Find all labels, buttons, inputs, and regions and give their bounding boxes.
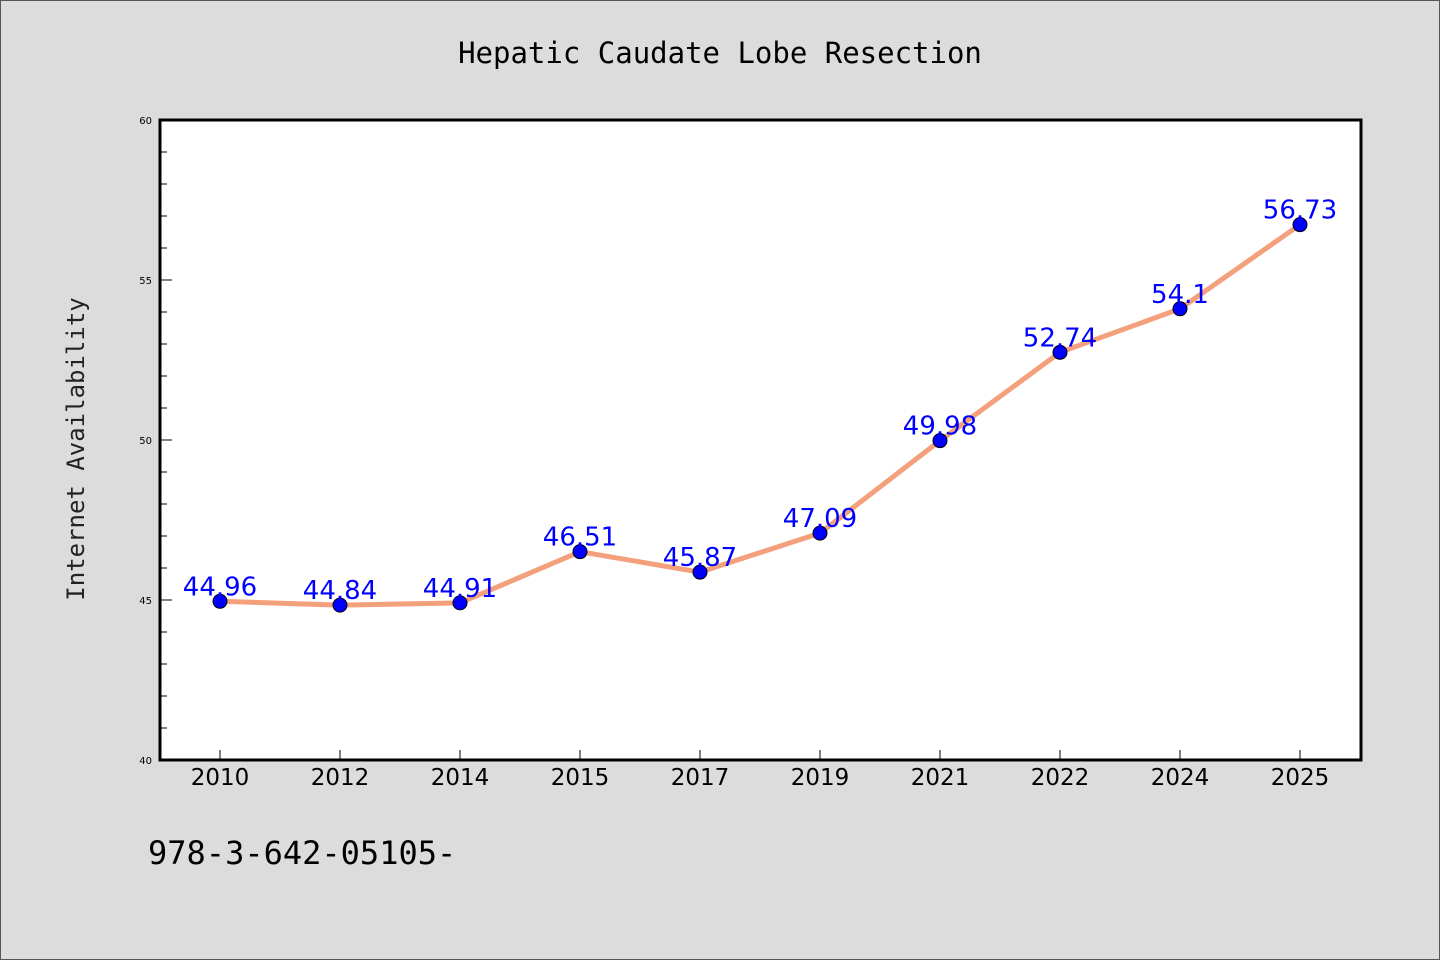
data-point xyxy=(452,595,468,611)
data-label: 46.51 xyxy=(543,523,617,553)
data-point xyxy=(1292,217,1308,233)
data-label: 45.87 xyxy=(663,543,737,573)
data-point xyxy=(812,525,828,541)
x-tick-label: 2021 xyxy=(911,765,970,791)
data-point xyxy=(212,593,228,609)
data-label: 52.74 xyxy=(1023,323,1097,353)
x-tick-label: 2015 xyxy=(551,765,610,791)
data-markers xyxy=(212,217,1308,613)
data-point xyxy=(692,564,708,580)
x-axis: 2010 2012 2014 2015 2017 2019 2021 2022 2024 2025 xyxy=(191,750,1330,791)
plot-area xyxy=(160,120,1361,760)
y-tick-label: 60 xyxy=(139,116,152,127)
data-label: 44.84 xyxy=(303,576,377,606)
data-point xyxy=(932,433,948,449)
data-point xyxy=(572,544,588,560)
x-tick-label: 2019 xyxy=(791,765,850,791)
x-tick-label: 2017 xyxy=(671,765,730,791)
data-point xyxy=(1172,301,1188,317)
y-tick-label: 50 xyxy=(139,436,152,447)
footer-text: 978-3-642-05105- xyxy=(148,834,456,872)
data-label: 49.98 xyxy=(903,412,977,442)
data-label: 47.09 xyxy=(783,504,857,534)
x-tick-label: 2014 xyxy=(431,765,490,791)
x-tick-label: 2010 xyxy=(191,765,250,791)
data-label: 54.1 xyxy=(1151,280,1209,310)
y-tick-label: 45 xyxy=(139,596,152,607)
data-labels: 44.96 44.84 44.91 46.51 45.87 47.09 49.98 52.74… xyxy=(183,196,1337,606)
x-tick-label: 2024 xyxy=(1151,765,1210,791)
plot-border xyxy=(158,118,1363,762)
data-label: 44.91 xyxy=(423,574,497,604)
chart-title: Hepatic Caudate Lobe Resection xyxy=(458,36,982,70)
x-tick-label: 2012 xyxy=(311,765,370,791)
data-point xyxy=(332,597,348,613)
x-tick-label: 2025 xyxy=(1271,765,1330,791)
data-label: 44.96 xyxy=(183,572,257,602)
data-point xyxy=(1052,344,1068,360)
y-axis-label: Internet Availability xyxy=(62,297,90,600)
data-label: 56.73 xyxy=(1263,196,1337,226)
y-tick-label: 55 xyxy=(139,276,152,287)
x-tick-label: 2022 xyxy=(1031,765,1090,791)
series-line xyxy=(217,222,1303,608)
y-tick-label: 40 xyxy=(139,756,152,767)
